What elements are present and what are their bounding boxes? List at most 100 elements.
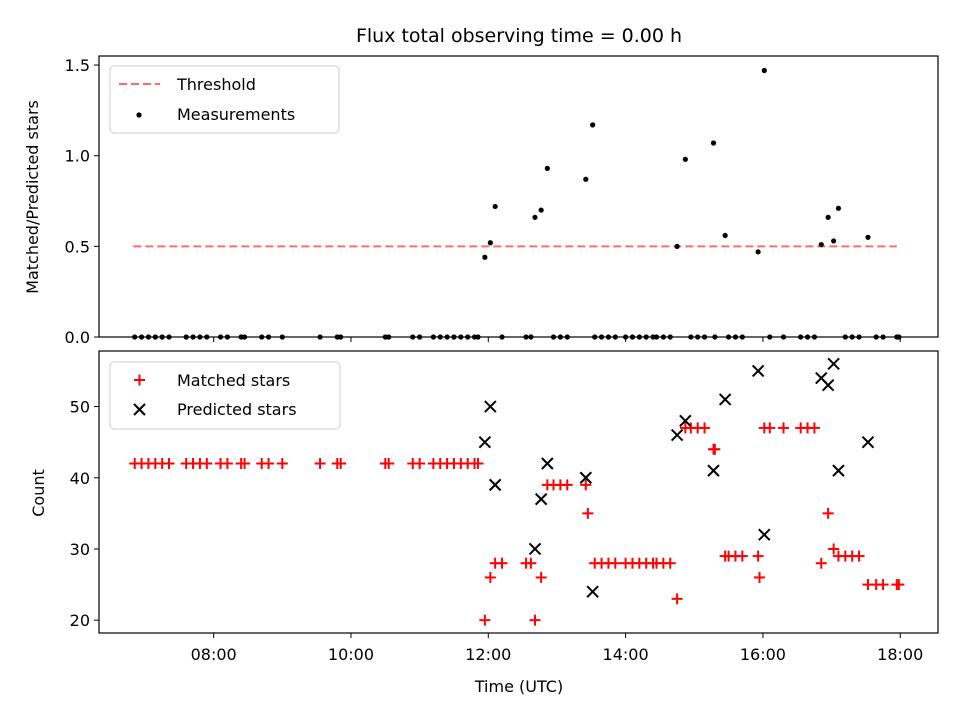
predicted-star-point xyxy=(586,585,599,598)
predicted-star-point xyxy=(484,400,497,413)
measurement-point xyxy=(532,214,538,220)
y-tick-label: 0.5 xyxy=(65,237,90,256)
predicted-star-point xyxy=(861,435,875,449)
predicted-star-point xyxy=(679,414,692,427)
y-tick-label: 1.5 xyxy=(65,56,90,75)
measurement-point xyxy=(538,207,544,213)
predicted-star-point xyxy=(827,357,840,371)
matched-star-point xyxy=(479,614,491,626)
matched-star-point xyxy=(239,458,251,470)
y-tick-label: 0.0 xyxy=(65,328,90,347)
matched-star-point xyxy=(752,550,764,562)
y-tick-label: 20 xyxy=(70,611,90,630)
measurement-point xyxy=(492,203,498,210)
matched-star-point xyxy=(535,571,547,583)
legend-matched-label: Matched stars xyxy=(177,371,290,390)
matched-star-point xyxy=(484,571,496,583)
y-tick-label: 50 xyxy=(70,398,90,417)
matched-star-point xyxy=(664,557,676,569)
legend-box xyxy=(109,361,341,430)
legend-threshold-label: Threshold xyxy=(176,75,256,94)
matched-star-point xyxy=(753,571,765,583)
predicted-star-point xyxy=(478,435,492,449)
matched-star-point xyxy=(822,507,834,519)
matched-star-point xyxy=(496,557,508,569)
measurement-point xyxy=(487,240,493,246)
predicted-star-point xyxy=(832,464,845,477)
matched-star-point xyxy=(472,458,484,470)
predicted-star-point xyxy=(534,492,548,506)
matched-star-point xyxy=(853,550,865,562)
x-tick-label: 16:00 xyxy=(740,645,786,664)
legend-box xyxy=(109,65,340,134)
x-axis-label: Time (UTC) xyxy=(474,677,563,696)
matched-star-point xyxy=(221,458,233,470)
legend-measurements-label: Measurements xyxy=(177,105,295,124)
matched-star-point xyxy=(580,479,592,491)
bottom-legend: Matched stars Predicted stars xyxy=(109,361,341,430)
matched-star-point xyxy=(201,458,213,470)
x-tick-label: 10:00 xyxy=(328,645,374,664)
predicted-star-point xyxy=(579,471,592,484)
matched-star-point xyxy=(609,557,621,569)
legend-predicted-swatch xyxy=(133,403,146,416)
matched-star-point xyxy=(335,458,347,470)
bottom-axes-frame xyxy=(98,350,939,634)
matched-star-point xyxy=(414,458,426,470)
measurement-point xyxy=(865,234,871,240)
x-tick-label: 12:00 xyxy=(465,645,511,664)
chart-title: Flux total observing time = 0.00 h xyxy=(356,25,682,47)
matched-star-point xyxy=(582,507,594,519)
matched-star-point xyxy=(525,557,537,569)
bottom-x-ticks: 08:00 10:00 12:00 14:00 16:00 18:00 xyxy=(191,633,923,664)
predicted-star-point xyxy=(707,464,720,477)
matched-star-point xyxy=(671,593,683,605)
bottom-y-ticks: 20 30 40 50 xyxy=(70,398,99,630)
predicted-star-point xyxy=(488,478,502,492)
matched-star-point xyxy=(764,422,776,434)
predicted-star-point xyxy=(758,528,771,541)
matched-star-point xyxy=(808,422,820,434)
matched-star-point xyxy=(276,458,288,470)
matched-star-point xyxy=(383,458,395,470)
matched-star-point xyxy=(709,443,721,455)
measurement-point xyxy=(482,254,488,260)
predicted-star-point xyxy=(821,378,835,392)
matched-star-point xyxy=(877,579,889,591)
legend-matched-swatch xyxy=(134,374,145,386)
top-axes-frame xyxy=(98,55,939,338)
measurement-point xyxy=(682,156,688,162)
measurement-point xyxy=(755,249,761,255)
top-y-axis-label: Matched/Predicted stars xyxy=(23,100,42,294)
measurement-point xyxy=(583,176,589,182)
predicted-star-point xyxy=(718,393,732,406)
matched-star-point xyxy=(828,543,840,555)
y-tick-label: 40 xyxy=(70,469,90,488)
measurement-point xyxy=(835,205,842,211)
measurement-point xyxy=(544,165,550,171)
top-x-ticks xyxy=(213,337,901,342)
matched-star-point xyxy=(893,579,905,591)
matched-star-point xyxy=(815,557,827,569)
predicted-star-point xyxy=(751,364,765,378)
measurement-point xyxy=(825,214,831,220)
measurement-point xyxy=(674,243,680,249)
measurement-point xyxy=(722,232,728,239)
predicted-star-point xyxy=(541,457,554,470)
matched-star-point xyxy=(529,614,541,626)
legend-predicted-label: Predicted stars xyxy=(177,400,297,419)
measurement-point xyxy=(761,67,767,74)
x-tick-label: 18:00 xyxy=(877,645,923,664)
measurement-point xyxy=(590,122,596,128)
measurement-point xyxy=(710,140,717,146)
matched-star-point xyxy=(263,458,275,470)
top-panel: 0.0 0.5 1.0 1.5 Matched/Predicted stars Thr… xyxy=(23,55,939,347)
legend-measurements-swatch xyxy=(136,112,142,118)
y-tick-label: 1.0 xyxy=(65,147,90,166)
matched-star-point xyxy=(561,479,573,491)
top-y-ticks: 0.0 0.5 1.0 1.5 xyxy=(65,56,99,347)
y-tick-label: 30 xyxy=(70,540,90,559)
predicted-star-point xyxy=(528,542,542,556)
